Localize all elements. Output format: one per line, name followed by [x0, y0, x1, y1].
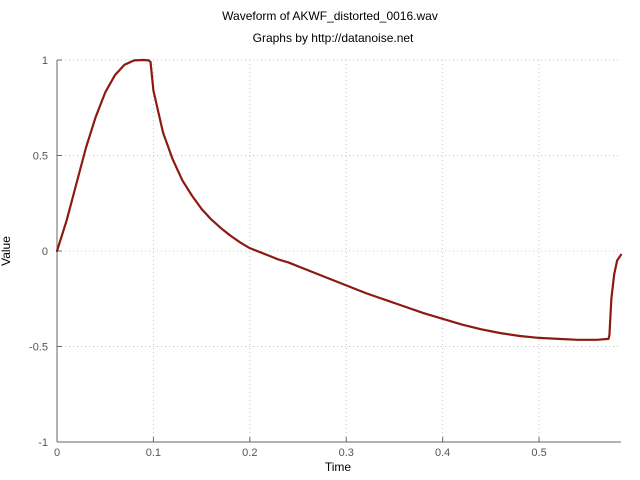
x-tick-label: 0.5	[531, 447, 546, 459]
y-axis-label: Value	[0, 236, 13, 266]
y-tick-label: 1	[42, 55, 48, 67]
chart-subtitle: Graphs by http://datanoise.net	[253, 31, 414, 45]
tick-labels: 0 0.1 0.2 0.3 0.4 0.5 -1 -0.5 0 0.5 1	[29, 55, 547, 459]
y-tick-label: 0	[42, 246, 48, 258]
chart-title: Waveform of AKWF_distorted_0016.wav	[222, 9, 438, 23]
x-tick-label: 0.1	[146, 447, 161, 459]
y-tick-label: -0.5	[29, 342, 48, 354]
x-tick-label: 0.4	[435, 447, 450, 459]
y-tick-label: -1	[38, 437, 48, 449]
x-tick-label: 0.3	[339, 447, 354, 459]
series-lines	[55, 58, 623, 341]
grid-lines	[57, 59, 621, 442]
x-tick-label: 0	[54, 447, 60, 459]
y-tick-label: 0.5	[33, 151, 48, 163]
x-tick-label: 0.2	[242, 447, 257, 459]
x-axis-label: Time	[325, 460, 352, 474]
waveform-line	[55, 58, 623, 341]
